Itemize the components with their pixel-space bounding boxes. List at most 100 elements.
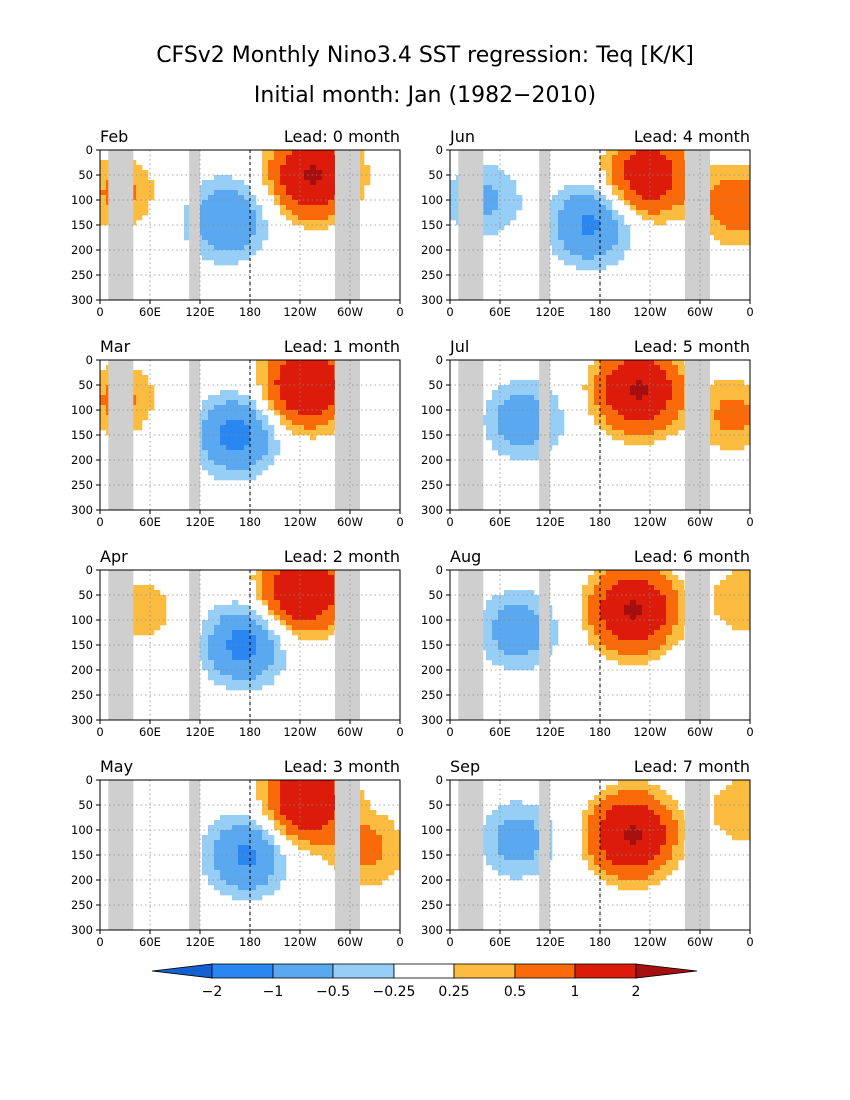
field-cell: [714, 210, 721, 216]
field-cell: [612, 435, 619, 441]
field-cell: [666, 810, 673, 816]
field-cell: [244, 645, 251, 651]
field-cell: [732, 175, 739, 181]
field-cell: [498, 205, 505, 211]
field-cell: [286, 150, 293, 156]
field-cell: [304, 415, 311, 421]
field-cell: [292, 625, 299, 631]
field-cell: [606, 600, 613, 606]
field-cell: [654, 160, 661, 166]
field-cell: [606, 240, 613, 246]
field-cell: [310, 215, 317, 221]
field-cell: [310, 810, 317, 816]
field-cell: [256, 245, 263, 251]
field-cell: [732, 230, 739, 236]
field-cell: [310, 185, 317, 191]
field-cell: [576, 195, 583, 201]
field-cell: [558, 210, 565, 216]
field-cell: [648, 395, 655, 401]
field-cell: [630, 385, 637, 391]
field-cell: [618, 820, 625, 826]
field-cell: [600, 250, 607, 256]
field-cell: [600, 615, 607, 621]
field-cell: [588, 605, 595, 611]
field-cell: [208, 195, 215, 201]
field-cell: [262, 150, 269, 156]
field-cell: [256, 635, 263, 641]
field-cell: [310, 580, 317, 586]
field-cell: [292, 375, 299, 381]
field-cell: [136, 630, 143, 636]
field-cell: [636, 805, 643, 811]
field-cell: [510, 630, 517, 636]
field-cell: [256, 360, 263, 366]
field-cell: [648, 790, 655, 796]
field-cell: [202, 625, 209, 631]
field-cell: [268, 610, 275, 616]
field-cell: [666, 360, 673, 366]
field-cell: [316, 210, 323, 216]
field-cell: [630, 865, 637, 871]
field-cell: [316, 580, 323, 586]
y-tick-label: 250: [421, 268, 443, 282]
field-cell: [310, 410, 317, 416]
field-cell: [298, 585, 305, 591]
field-cell: [244, 465, 251, 471]
field-cell: [328, 395, 335, 401]
field-cell: [298, 400, 305, 406]
field-cell: [208, 870, 215, 876]
field-cell: [624, 830, 631, 836]
field-cell: [600, 405, 607, 411]
field-cell: [310, 570, 317, 576]
field-cell: [498, 185, 505, 191]
field-cell: [136, 585, 143, 591]
field-cell: [708, 175, 715, 181]
field-cell: [534, 390, 541, 396]
field-cell: [492, 420, 499, 426]
field-cell: [660, 420, 667, 426]
field-cell: [660, 845, 667, 851]
field-cell: [504, 665, 511, 671]
field-cell: [262, 155, 269, 161]
field-cell: [654, 805, 661, 811]
field-cell: [504, 840, 511, 846]
field-cell: [304, 170, 311, 176]
field-cell: [732, 825, 739, 831]
field-cell: [322, 225, 329, 231]
field-cell: [666, 200, 673, 206]
field-cell: [238, 630, 245, 636]
field-cell: [744, 820, 751, 826]
field-cell: [298, 595, 305, 601]
field-cell: [504, 205, 511, 211]
field-cell: [606, 400, 613, 406]
field-cell: [588, 200, 595, 206]
field-cell: [256, 465, 263, 471]
field-cell: [642, 440, 649, 446]
field-cell: [316, 815, 323, 821]
field-cell: [624, 200, 631, 206]
field-cell: [226, 665, 233, 671]
field-cell: [298, 190, 305, 196]
x-tick-label: 0: [446, 725, 453, 739]
field-cell: [310, 400, 317, 406]
field-cell: [280, 590, 287, 596]
field-cell: [268, 805, 275, 811]
field-cell: [636, 575, 643, 581]
field-cell: [202, 840, 209, 846]
field-cell: [328, 815, 335, 821]
field-cell: [232, 425, 239, 431]
field-cell: [244, 395, 251, 401]
field-cell: [244, 630, 251, 636]
field-cell: [292, 165, 299, 171]
field-cell: [594, 200, 601, 206]
field-cell: [250, 610, 257, 616]
field-cell: [492, 850, 499, 856]
field-cell: [268, 630, 275, 636]
field-cell: [672, 380, 679, 386]
field-cell: [232, 215, 239, 221]
field-cell: [214, 200, 221, 206]
field-cell: [292, 785, 299, 791]
field-cell: [220, 410, 227, 416]
field-cell: [510, 620, 517, 626]
x-tick-label: 120E: [535, 935, 564, 949]
